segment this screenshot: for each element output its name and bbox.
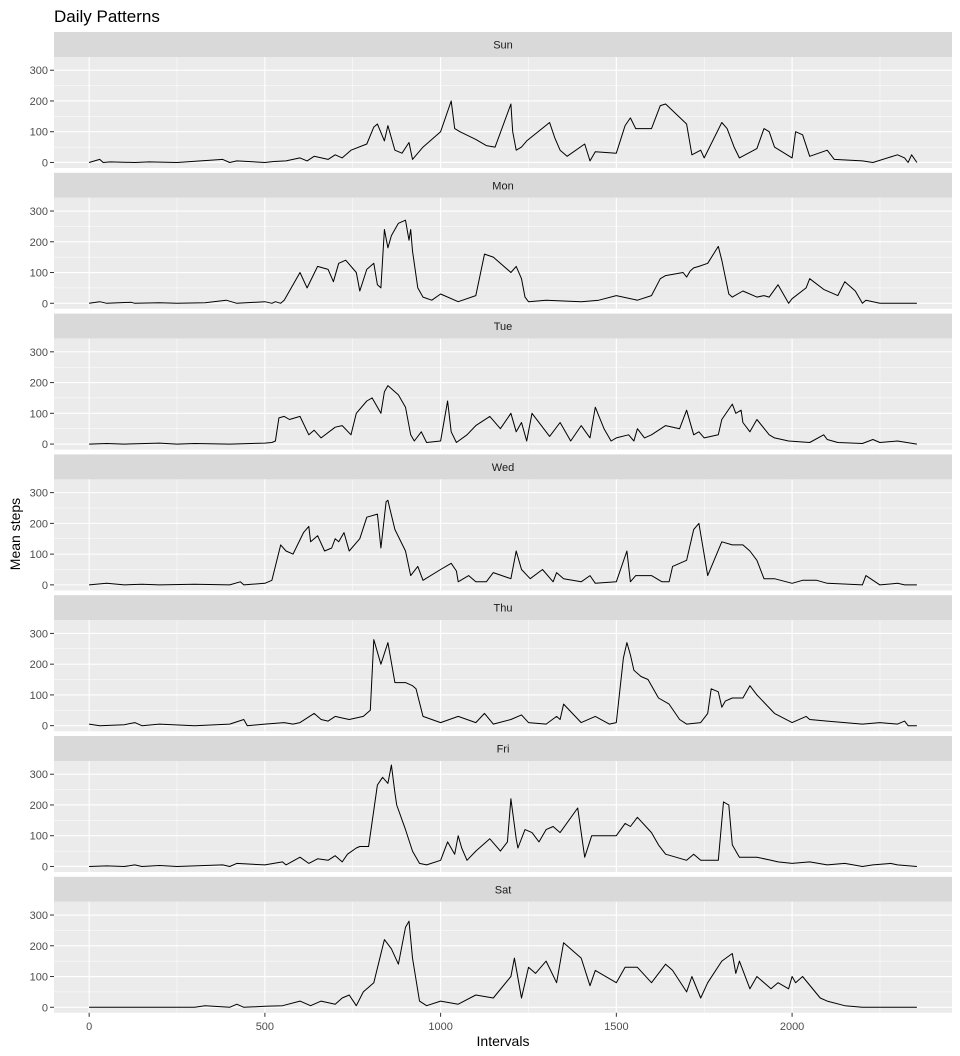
y-tick-label: 0 bbox=[42, 157, 48, 169]
y-tick-label: 200 bbox=[30, 378, 48, 390]
y-tick-label: 100 bbox=[30, 972, 48, 984]
series-line-sun bbox=[88, 100, 918, 163]
panel-background bbox=[54, 197, 952, 309]
facet-strip bbox=[54, 595, 952, 621]
facet-strip bbox=[54, 876, 952, 902]
facet-strip bbox=[54, 454, 952, 480]
panel-background bbox=[54, 620, 952, 732]
series-line-sat bbox=[89, 920, 917, 1008]
facet-strip-label: Wed bbox=[492, 462, 514, 474]
panel-background bbox=[54, 57, 952, 168]
facet-strip bbox=[54, 32, 952, 57]
facet-sun: Sun 0 100 200 300 bbox=[30, 32, 952, 169]
series-line-wed bbox=[89, 499, 917, 586]
facet-strip-label: Sat bbox=[495, 884, 512, 896]
y-tick-label: 0 bbox=[42, 439, 48, 451]
facet-panels: Sun0100200300Mon0100200300Tue0100200300W… bbox=[30, 32, 952, 1014]
y-tick-label: 200 bbox=[30, 941, 48, 953]
y-tick-label: 200 bbox=[30, 237, 48, 249]
y-tick-label: 300 bbox=[30, 910, 48, 922]
facet-strip-label: Thu bbox=[494, 603, 513, 615]
x-tick-label: 2000 bbox=[780, 1021, 804, 1033]
x-axis-title: Intervals bbox=[477, 1033, 530, 1049]
y-tick-label: 300 bbox=[30, 65, 48, 77]
y-tick-label: 0 bbox=[42, 1002, 48, 1014]
y-tick-label: 200 bbox=[30, 800, 48, 812]
facet-tue: Tue 0 100 200 300 bbox=[30, 313, 952, 451]
y-tick-label: 300 bbox=[30, 628, 48, 640]
series-line-thu bbox=[89, 639, 917, 727]
facet-fri: Fri 0 100 200 300 bbox=[30, 736, 952, 873]
y-tick-label: 0 bbox=[42, 580, 48, 592]
facet-strip-label: Fri bbox=[497, 744, 510, 756]
y-tick-label: 0 bbox=[42, 721, 48, 733]
y-tick-label: 100 bbox=[30, 127, 48, 139]
facet-wed: Wed 0 100 200 300 bbox=[30, 454, 952, 592]
y-tick-label: 0 bbox=[42, 861, 48, 873]
y-tick-label: 100 bbox=[30, 268, 48, 280]
y-tick-label: 200 bbox=[30, 518, 48, 530]
panel-background bbox=[54, 761, 952, 872]
x-tick-label: 0 bbox=[86, 1021, 92, 1033]
facet-thu: Thu 0 100 200 300 bbox=[30, 595, 952, 733]
x-tick-label: 1000 bbox=[428, 1021, 452, 1033]
x-axis: 0 500 1000 1500 2000 bbox=[86, 1012, 804, 1033]
panel-background bbox=[54, 338, 952, 450]
facet-sat: Sat 0 100 200 300 bbox=[30, 876, 952, 1014]
facet-strip bbox=[54, 736, 952, 761]
y-tick-label: 300 bbox=[30, 347, 48, 359]
y-tick-label: 300 bbox=[30, 206, 48, 218]
y-tick-label: 0 bbox=[42, 298, 48, 310]
panel-background bbox=[54, 479, 952, 591]
facet-strip-label: Sun bbox=[493, 40, 513, 52]
x-tick-label: 1500 bbox=[604, 1021, 628, 1033]
x-tick-label: 500 bbox=[256, 1021, 274, 1033]
series-line-tue bbox=[89, 385, 917, 445]
series-line-mon bbox=[89, 219, 917, 304]
facet-strip-label: Mon bbox=[492, 180, 513, 192]
facet-strip-label: Tue bbox=[494, 321, 513, 333]
panel-background bbox=[54, 901, 952, 1013]
facet-strip bbox=[54, 172, 952, 198]
y-tick-label: 100 bbox=[30, 549, 48, 561]
y-tick-label: 100 bbox=[30, 831, 48, 843]
y-tick-label: 200 bbox=[30, 96, 48, 108]
facet-strip bbox=[54, 313, 952, 339]
series-line-fri bbox=[89, 764, 917, 867]
chart-title: Daily Patterns bbox=[54, 7, 160, 26]
y-tick-label: 300 bbox=[30, 769, 48, 781]
y-tick-label: 200 bbox=[30, 659, 48, 671]
y-tick-label: 300 bbox=[30, 488, 48, 500]
y-axis-title: Mean steps bbox=[7, 498, 23, 570]
y-tick-label: 100 bbox=[30, 408, 48, 420]
y-tick-label: 100 bbox=[30, 690, 48, 702]
facet-mon: Mon 0 100 200 300 bbox=[30, 172, 952, 310]
